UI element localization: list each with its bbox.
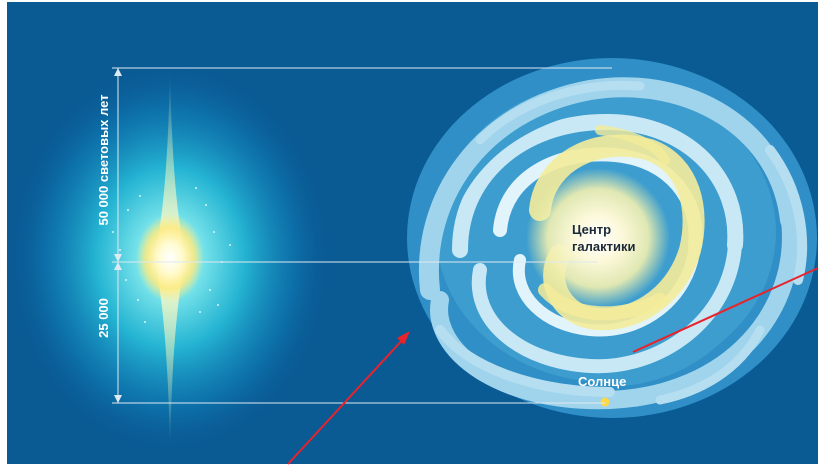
red-pointer-lines	[287, 267, 819, 465]
red-pointer-left	[287, 335, 407, 465]
sun-dot	[600, 397, 610, 407]
scale-label-lower: 25 000	[96, 298, 111, 338]
center-label-line2: галактики	[572, 239, 636, 254]
galactic-core	[526, 125, 705, 331]
arrowhead-bottom	[114, 395, 122, 403]
red-pointer-right	[632, 267, 819, 353]
guide-lines	[112, 67, 612, 404]
arrowhead-mid-down	[114, 262, 122, 270]
edge-on-bulge	[136, 214, 204, 302]
scale-arrowheads	[114, 68, 122, 403]
red-arrowhead-left	[397, 331, 410, 345]
center-label-line1: Центр	[572, 222, 611, 237]
arm-gaps	[442, 105, 773, 387]
arrowhead-top	[114, 68, 122, 76]
sun-label: Солнце	[578, 374, 626, 389]
scale-label-upper: 50 000 световых лет	[96, 94, 111, 225]
spiral-galaxy	[407, 58, 817, 418]
arrowhead-mid-up	[114, 254, 122, 262]
